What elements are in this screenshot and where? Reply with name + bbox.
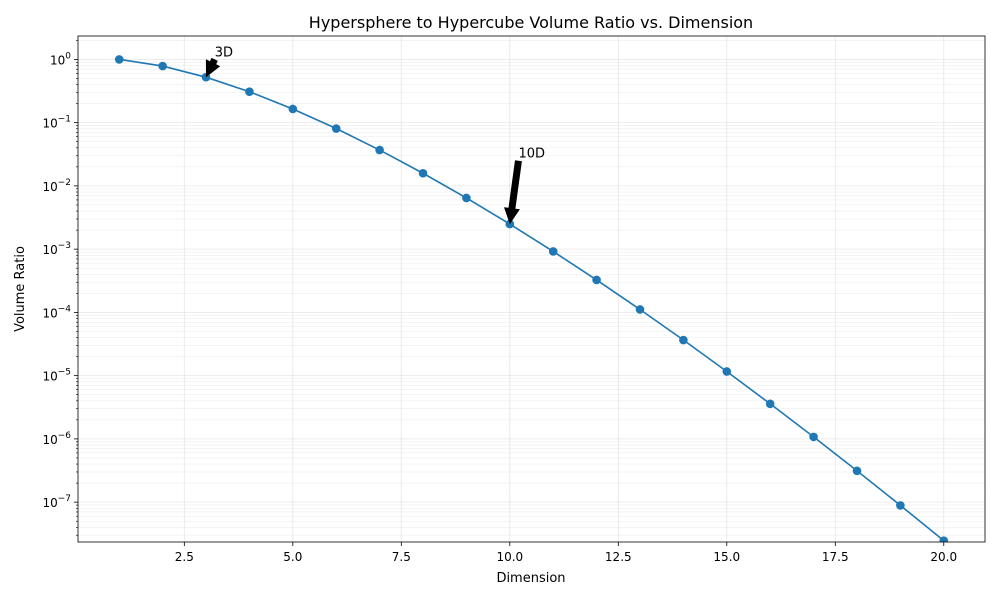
x-tick-label: 7.5: [392, 550, 411, 564]
data-point: [288, 104, 298, 114]
x-tick-label: 5.0: [283, 550, 302, 564]
data-point: [722, 367, 732, 376]
grid: [78, 36, 985, 542]
series-layer: [114, 55, 949, 542]
data-point: [331, 124, 341, 133]
series-line: [119, 58, 945, 542]
y-tick-label: 10−3: [42, 241, 71, 257]
data-point: [679, 335, 688, 345]
data-point: [852, 466, 862, 476]
data-point: [809, 432, 818, 442]
data-point: [158, 61, 167, 71]
x-tick-label: 2.5: [175, 550, 194, 564]
data-point: [765, 399, 775, 409]
data-point: [548, 247, 558, 256]
data-point: [418, 168, 428, 178]
x-tick-label: 12.5: [605, 550, 632, 564]
x-tick-label: 20.0: [930, 550, 957, 564]
annotation-arrow: [205, 57, 221, 78]
chart-title: Hypersphere to Hypercube Volume Ratio vs…: [309, 13, 753, 32]
annotation-label: 3D: [215, 45, 233, 60]
y-tick-label: 10−4: [42, 304, 71, 320]
data-point: [896, 501, 905, 510]
y-tick-label: 10−2: [42, 178, 71, 194]
data-point: [592, 275, 601, 285]
x-tick-label: 15.0: [713, 550, 740, 564]
y-tick-label: 10−5: [42, 368, 71, 384]
x-tick-label: 10.0: [496, 550, 523, 564]
x-tick-label: 17.5: [822, 550, 849, 564]
annotation-arrow: [504, 160, 522, 225]
y-axis-label: Volume Ratio: [13, 246, 28, 332]
y-tick-label: 10−1: [42, 115, 71, 131]
annotations: 3D 10D: [205, 45, 545, 225]
y-tick-label: 10−6: [42, 431, 71, 447]
x-axis-label: Dimension: [496, 571, 565, 586]
data-point: [939, 536, 949, 542]
y-tick-label: 10−7: [42, 494, 71, 510]
data-point: [375, 145, 384, 155]
plot-frame: [77, 35, 986, 543]
y-tick-label: 100: [50, 51, 71, 67]
data-point: [635, 305, 645, 314]
data-point: [462, 193, 471, 203]
plot-background: [78, 36, 985, 542]
data-point: [245, 87, 254, 97]
annotation-label: 10D: [518, 147, 545, 162]
data-point: [114, 55, 124, 64]
